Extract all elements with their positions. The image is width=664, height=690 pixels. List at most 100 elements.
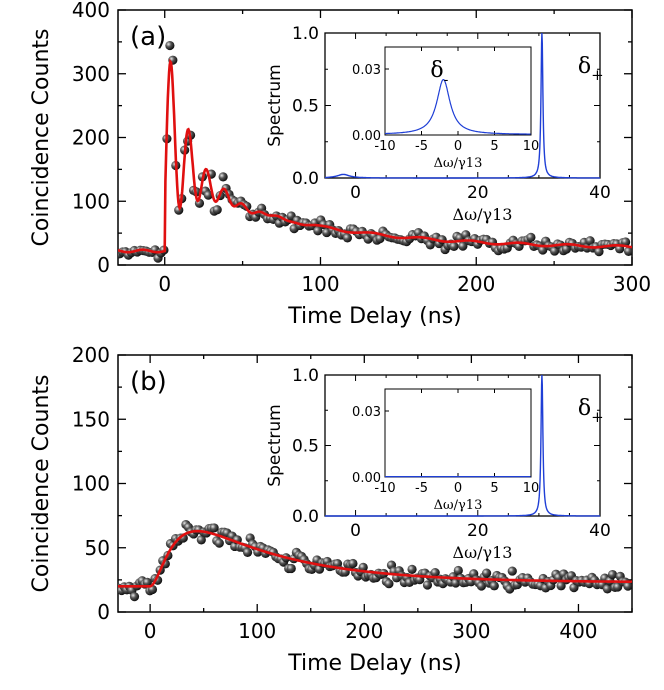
panel-a-data-point: [342, 233, 353, 243]
panel-a-sub-inset-x-tick-label: -5: [415, 139, 428, 154]
panel-b-inset-peak-annotation-sub: +: [591, 408, 604, 426]
panel-a-data-point: [585, 236, 595, 246]
panel-b-data-point: [607, 569, 618, 580]
panel-b-data-point: [286, 563, 296, 574]
panel-a-sub-inset-spectrum-line: [385, 78, 531, 135]
panel-b-data-point: [430, 568, 440, 578]
panel-a-data-point: [313, 226, 323, 236]
panel-a-sub-inset-x-axis-title: Δω/γ13: [434, 156, 483, 171]
panel-b-y-tick-label: 0: [97, 600, 110, 624]
panel-b-data-point: [476, 581, 487, 591]
panel-a-x-tick-label: 300: [613, 272, 651, 296]
panel-b-x-axis-title: Time Delay (ns): [287, 651, 462, 676]
panel-a-x-tick-label: 0: [158, 272, 171, 296]
panel-a-x-tick-label: 100: [301, 272, 339, 296]
panel-b-data-point: [489, 581, 499, 591]
panel-b-inset-x-tick-label: 20: [467, 521, 489, 541]
panel-b-inset-y-tick-label: 0.0: [292, 507, 319, 527]
panel-a-data-point: [594, 247, 604, 257]
panel-b-data-point: [507, 566, 517, 576]
panel-a-inset-x-tick-label: 40: [589, 183, 611, 203]
panel-a-inset-x-tick-label: 0: [350, 183, 361, 203]
panel-b-y-tick-label: 100: [72, 472, 110, 496]
panel-a-sub-inset-y-tick-label: 0.03: [352, 63, 381, 78]
panel-b-data-point: [384, 579, 394, 589]
panel-b-inset-y-tick-label: 0.5: [292, 437, 319, 457]
panel-b-data-point: [129, 592, 140, 602]
panel-a-data-point: [165, 40, 175, 51]
panel-b-data-point: [556, 581, 566, 591]
panel-b-sub-inset-x-tick-label: 10: [523, 481, 540, 496]
panel-a-inset-y-tick-label: 0.5: [292, 97, 319, 117]
panel-b-fit-line: [118, 529, 632, 588]
panel-b-sub-inset-y-tick-label: 0.03: [352, 405, 381, 420]
panel-b-y-tick-label: 50: [85, 536, 110, 560]
panel-a-data-point: [212, 205, 222, 215]
panel-a-inset-x-axis-title: Δω/γ13: [453, 205, 513, 224]
panel-b-inset-y-axis-title: Spectrum: [265, 404, 285, 486]
panel-b-data-point: [453, 565, 463, 576]
panel-b-plot-area: [118, 519, 632, 602]
panel-a-x-tick-label: 200: [457, 272, 495, 296]
panel-b-data-point: [481, 568, 492, 578]
panel-a-plot-area: [118, 40, 632, 263]
panel-b-inset-x-axis-title: Δω/γ13: [453, 543, 513, 562]
panel-b-data-point: [602, 584, 612, 594]
panel-b-sub-inset-x-tick-label: 5: [490, 481, 498, 496]
panel-a-data-point: [218, 172, 228, 182]
panel-b-data-point: [142, 577, 152, 587]
panel-b-y-axis-title: Coincidence Counts: [29, 375, 54, 593]
panel-a-y-tick-label: 0: [97, 253, 110, 277]
panel-b-data-point: [422, 580, 433, 590]
panel-b-x-tick-label: 300: [452, 619, 490, 643]
panel-a-inset-y-tick-label: 1.0: [292, 24, 319, 44]
panel-b-x-tick-label: 0: [144, 619, 157, 643]
panel-b-sub-inset-x-tick-label: -10: [374, 481, 395, 496]
panel-a-data-point: [203, 190, 213, 200]
panel-a-y-tick-label: 400: [72, 0, 110, 22]
panel-a-sub-inset-x-tick-label: 5: [490, 139, 498, 154]
panel-a-data-point: [526, 232, 536, 243]
panel-a-sub-inset-x-tick-label: -10: [374, 139, 395, 154]
panel-a-sub-inset-y-tick-label: 0.00: [352, 129, 381, 144]
panel-b-label: (b): [130, 367, 167, 397]
panel-a-sub-inset-x-tick-label: 10: [523, 139, 540, 154]
panel-b-data-point: [209, 523, 219, 533]
panel-a-label: (a): [130, 22, 166, 52]
panel-a-inset-peak-annotation-sub: +: [591, 66, 604, 84]
panel-a-data-point: [623, 246, 632, 256]
panel-b-y-tick-label: 150: [72, 407, 110, 431]
panel-a-y-tick-label: 200: [72, 126, 110, 150]
panel-a-x-axis-title: Time Delay (ns): [287, 304, 462, 329]
panel-b-sub-inset-y-tick-label: 0.00: [352, 471, 381, 486]
panel-a-sub-inset-peak-annotation-sub: -: [444, 72, 449, 88]
panel-b-x-tick-label: 200: [345, 619, 383, 643]
panel-a-data-point: [449, 241, 459, 252]
panel-a-data-point: [458, 241, 468, 251]
panel-a-fit-line: [118, 58, 632, 254]
panel-a-y-tick-label: 300: [72, 62, 110, 86]
panel-b-data-point: [196, 535, 206, 545]
panel-a-inset-spectrum-line: [325, 32, 600, 179]
panel-a-y-axis-title: Coincidence Counts: [29, 29, 54, 247]
panel-b-inset-spectrum-line: [325, 374, 600, 517]
panel-b-sub-inset-frame: [384, 388, 532, 478]
panel-a-sub-inset-x-tick-label: 0: [454, 139, 462, 154]
panel-a-inset-y-tick-label: 0.0: [292, 169, 319, 189]
panel-a-inset-y-axis-title: Spectrum: [265, 64, 285, 146]
panel-a-data-point: [549, 246, 560, 256]
panel-b-sub-inset-x-tick-label: -5: [415, 481, 428, 496]
panel-b-data-point: [214, 538, 224, 548]
panel-b-inset-y-tick-label: 1.0: [292, 366, 319, 386]
panel-b-data-point: [623, 581, 632, 591]
panel-b-x-tick-label: 400: [559, 619, 597, 643]
panel-b-inset-x-tick-label: 0: [350, 521, 361, 541]
panel-b-data-point: [242, 547, 253, 557]
panel-b-sub-inset-x-axis-title: Δω/γ13: [434, 498, 483, 513]
panel-b-inset-x-tick-label: 40: [589, 521, 611, 541]
